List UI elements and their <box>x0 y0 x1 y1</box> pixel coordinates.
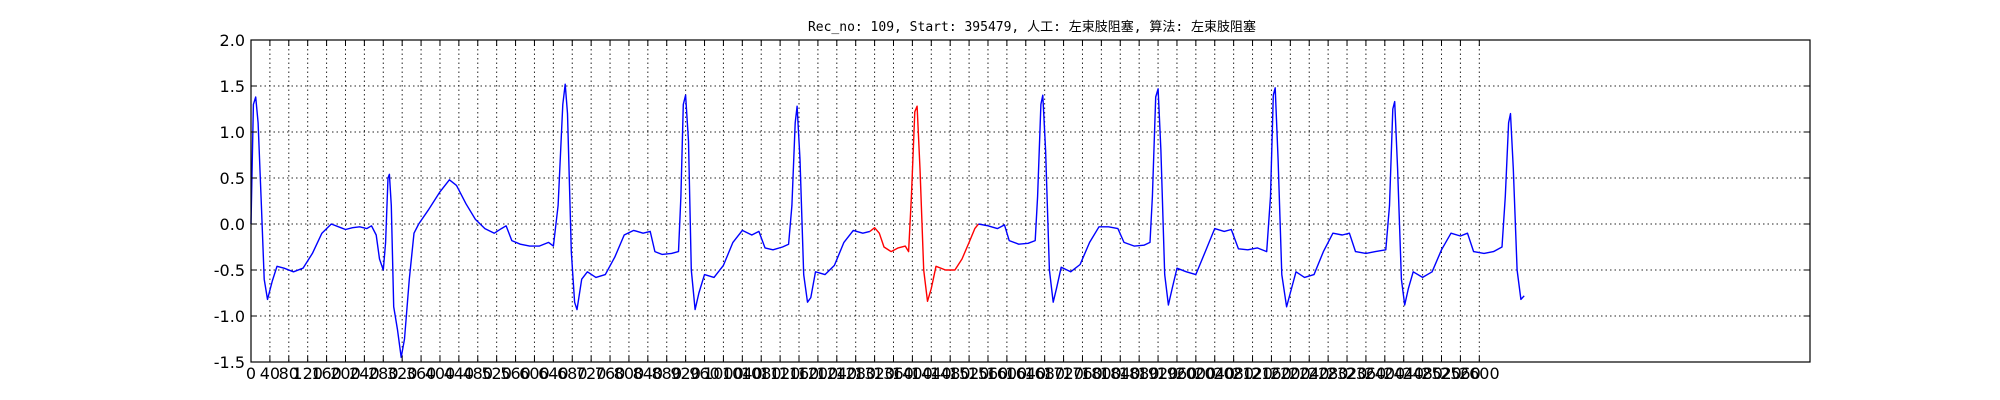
x-tick-label: 2080 <box>1213 364 1254 383</box>
x-tick-label: 640 <box>538 364 569 383</box>
x-tick-label: 200 <box>330 364 361 383</box>
x-tick-label: 1000 <box>703 364 744 383</box>
x-tick-label: 1080 <box>741 364 782 383</box>
x-tick-label: 320 <box>387 364 418 383</box>
x-tick-label: 2320 <box>1327 364 1368 383</box>
x-tick-label: 1840 <box>1100 364 1141 383</box>
x-tick-label: 840 <box>633 364 664 383</box>
x-tick-label: 2560 <box>1440 364 1481 383</box>
x-tick-label: 960 <box>689 364 720 383</box>
x-tick-label: 1040 <box>722 364 763 383</box>
x-tick-label: 400 <box>425 364 456 383</box>
x-tick-label: 1360 <box>873 364 914 383</box>
x-tick-label: 1520 <box>949 364 990 383</box>
x-tick-label: 2400 <box>1364 364 1405 383</box>
x-tick-label: 1920 <box>1138 364 1179 383</box>
x-tick-label: 1120 <box>760 364 801 383</box>
plot-frame <box>250 39 1811 363</box>
x-tick-label: 2120 <box>1232 364 1273 383</box>
y-tick-label: 0.0 <box>220 215 245 234</box>
x-tick-label: 80 <box>279 364 299 383</box>
x-tick-label: 1760 <box>1062 364 1103 383</box>
y-tick-label: 1.5 <box>220 77 245 96</box>
x-tick-label: 2600 <box>1459 364 1500 383</box>
x-tick-label: 1680 <box>1024 364 1065 383</box>
x-tick-label: 480 <box>462 364 493 383</box>
x-tick-label: 1600 <box>987 364 1028 383</box>
ecg-series <box>250 83 1525 359</box>
x-tick-label: 40 <box>260 364 280 383</box>
x-tick-label: 520 <box>481 364 512 383</box>
x-tick-label: 1240 <box>816 364 857 383</box>
x-tick-label: 1320 <box>854 364 895 383</box>
x-tick-label: 760 <box>595 364 626 383</box>
chart-title: Rec_no: 109, Start: 395479, 人工: 左束肢阻塞, 算… <box>808 19 1256 35</box>
y-tick-label: 0.5 <box>220 169 245 188</box>
x-tick-label: 120 <box>292 364 323 383</box>
x-tick-label: 2000 <box>1175 364 1216 383</box>
x-tick-label: 2440 <box>1383 364 1424 383</box>
x-tick-label: 1400 <box>892 364 933 383</box>
x-tick-label: 2200 <box>1270 364 1311 383</box>
x-tick-label: 1800 <box>1081 364 1122 383</box>
ecg-segment-1 <box>250 83 871 359</box>
x-tick-label: 360 <box>406 364 437 383</box>
x-tick-label: 2480 <box>1402 364 1443 383</box>
x-tick-label: 1280 <box>835 364 876 383</box>
x-tick-label: 560 <box>500 364 531 383</box>
x-tick-label: 1560 <box>968 364 1009 383</box>
x-tick-label: 1640 <box>1005 364 1046 383</box>
y-tick-label: -0.5 <box>214 261 245 280</box>
x-tick-label: 280 <box>368 364 399 383</box>
y-tick-label: 1.0 <box>220 123 245 142</box>
x-tick-label: 680 <box>557 364 588 383</box>
ecg-segment-3 <box>978 87 1525 308</box>
grid <box>250 39 1810 363</box>
x-axis: 0 408012016020024028032036040044048052056… <box>246 40 1500 383</box>
y-tick-label: -1.0 <box>214 307 245 326</box>
x-tick-label: 1200 <box>798 364 839 383</box>
y-axis: 2.0 1.5 1.0 0.5 0.0 -0.5 -1.0 -1.5 <box>214 31 1810 372</box>
x-tick-label: 1880 <box>1119 364 1160 383</box>
x-tick-label: 880 <box>651 364 682 383</box>
x-tick-label: 2160 <box>1251 364 1292 383</box>
x-tick-label: 800 <box>614 364 645 383</box>
x-tick-label: 1960 <box>1157 364 1198 383</box>
x-tick-label: 440 <box>444 364 475 383</box>
x-tick-label: 2240 <box>1289 364 1330 383</box>
x-tick-label: 2520 <box>1421 364 1462 383</box>
x-tick-label: 1160 <box>779 364 820 383</box>
y-tick-label: -1.5 <box>214 353 245 372</box>
x-tick-label: 920 <box>670 364 701 383</box>
x-tick-label: 1440 <box>911 364 952 383</box>
x-tick-label: 720 <box>576 364 607 383</box>
x-tick-label: 160 <box>311 364 342 383</box>
x-tick-label: 1480 <box>930 364 971 383</box>
x-tick-label: 2280 <box>1308 364 1349 383</box>
x-tick-label: 2360 <box>1346 364 1387 383</box>
x-tick-label: 0 <box>246 364 256 383</box>
x-tick-label: 240 <box>349 364 380 383</box>
x-tick-label: 600 <box>519 364 550 383</box>
y-tick-label: 2.0 <box>220 31 245 50</box>
x-tick-label: 1720 <box>1043 364 1084 383</box>
x-tick-label: 2040 <box>1194 364 1235 383</box>
ecg-segment-2 <box>869 105 980 302</box>
